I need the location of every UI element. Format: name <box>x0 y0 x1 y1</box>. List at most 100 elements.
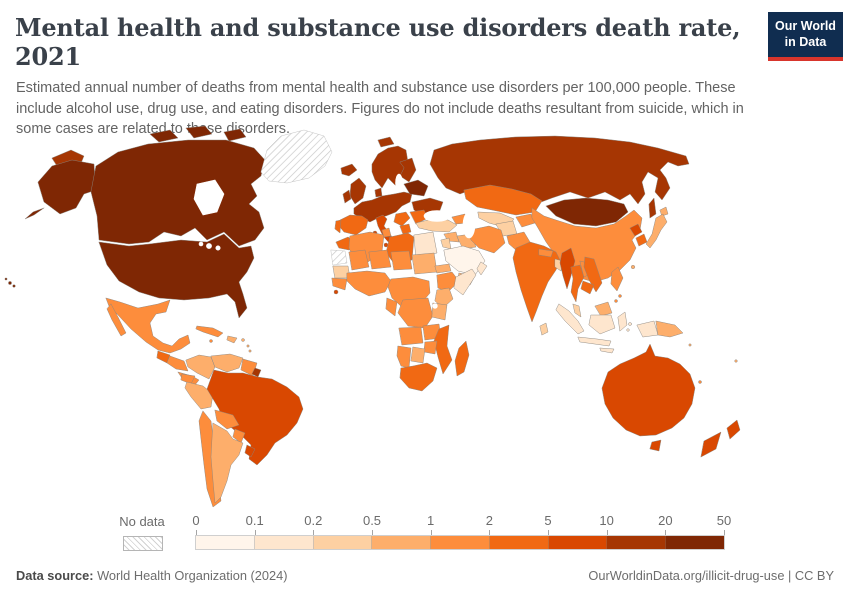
region-japan[interactable] <box>645 213 668 249</box>
region-brazil[interactable] <box>206 369 304 466</box>
region-finland[interactable] <box>399 157 417 183</box>
region-svalbard[interactable] <box>377 136 395 148</box>
region-arctic-islands[interactable] <box>223 128 247 142</box>
region-tasmania[interactable] <box>649 439 662 452</box>
region-india[interactable] <box>512 241 561 323</box>
region-eritrea-djibouti[interactable] <box>434 263 452 274</box>
region-oman[interactable] <box>476 261 488 276</box>
legend-bin[interactable] <box>548 536 608 549</box>
region-mongolia[interactable] <box>545 197 629 227</box>
region-western-sahara[interactable] <box>330 249 348 266</box>
region-philippines[interactable] <box>618 294 622 298</box>
region-vietnam[interactable] <box>583 256 603 293</box>
region-thailand[interactable] <box>570 264 585 303</box>
region-mali[interactable] <box>348 249 370 271</box>
region-south-korea[interactable] <box>635 233 648 247</box>
region-portugal[interactable] <box>334 219 342 234</box>
region-arctic-islands[interactable] <box>149 129 179 143</box>
region-venezuela[interactable] <box>210 353 244 373</box>
region-sudan[interactable] <box>411 252 438 275</box>
region-malaysia-borneo[interactable] <box>594 301 613 317</box>
region-kenya[interactable] <box>434 287 454 309</box>
region-united-kingdom[interactable] <box>349 177 367 205</box>
region-argentina[interactable] <box>210 422 244 504</box>
no-data-swatch[interactable] <box>123 536 163 551</box>
region-moluccas[interactable] <box>626 328 630 332</box>
region-alaska[interactable] <box>37 159 97 215</box>
region-nepal-bhutan[interactable] <box>538 248 554 258</box>
region-denmark[interactable] <box>374 187 383 198</box>
region-botswana[interactable] <box>410 346 426 364</box>
region-sakhalin[interactable] <box>648 197 657 219</box>
region-lesser-antilles[interactable] <box>248 349 252 353</box>
region-baja-california[interactable] <box>106 303 127 337</box>
region-balkans[interactable] <box>393 211 411 227</box>
region-west-africa[interactable] <box>346 270 392 297</box>
region-philippines[interactable] <box>614 299 618 303</box>
region-hispaniola[interactable] <box>226 335 238 344</box>
region-sulawesi[interactable] <box>617 311 628 332</box>
region-belarus-baltics[interactable] <box>403 179 429 197</box>
region-new-caledonia[interactable] <box>698 380 702 384</box>
region-north-korea[interactable] <box>629 223 643 237</box>
region-japan[interactable] <box>659 206 669 217</box>
region-philippines[interactable] <box>610 266 624 292</box>
region-hawaii[interactable] <box>4 277 8 281</box>
region-australia[interactable] <box>601 343 696 437</box>
region-sri-lanka[interactable] <box>539 322 549 336</box>
region-iceland[interactable] <box>340 163 358 177</box>
legend-bin[interactable] <box>196 536 255 549</box>
region-new-zealand-south[interactable] <box>700 431 722 458</box>
region-taiwan[interactable] <box>630 264 636 270</box>
region-angola[interactable] <box>398 326 424 346</box>
region-colombia[interactable] <box>185 354 216 380</box>
region-zimbabwe[interactable] <box>423 340 438 355</box>
region-arctic-islands[interactable] <box>185 125 213 139</box>
region-malaysia-peninsula[interactable] <box>572 303 582 318</box>
region-kalimantan[interactable] <box>588 314 616 335</box>
region-puerto-rico[interactable] <box>241 338 245 342</box>
region-drc[interactable] <box>397 297 434 329</box>
region-mexico[interactable] <box>105 297 191 354</box>
region-lesser-sunda[interactable] <box>599 347 615 354</box>
owid-logo[interactable]: Our World in Data <box>768 12 843 61</box>
region-greenland[interactable] <box>260 129 333 184</box>
region-egypt[interactable] <box>413 231 438 258</box>
region-sicily[interactable] <box>383 242 389 248</box>
region-jamaica[interactable] <box>209 339 213 343</box>
region-chad[interactable] <box>390 250 413 271</box>
region-cuba[interactable] <box>195 325 224 338</box>
legend-bins[interactable] <box>195 535 725 550</box>
region-greece[interactable] <box>399 223 412 235</box>
region-fiji[interactable] <box>734 359 738 363</box>
region-gabon-congo[interactable] <box>385 297 398 317</box>
region-south-africa[interactable] <box>399 362 438 392</box>
region-ethiopia[interactable] <box>436 271 460 293</box>
region-sierra-leone[interactable] <box>333 289 339 295</box>
legend-bin[interactable] <box>666 536 725 549</box>
region-spain[interactable] <box>338 214 369 236</box>
legend-bin[interactable] <box>254 536 314 549</box>
region-somalia[interactable] <box>453 268 477 296</box>
region-sumatra[interactable] <box>555 303 585 335</box>
region-cambodia[interactable] <box>580 280 595 295</box>
region-new-zealand-north[interactable] <box>726 419 741 440</box>
region-ireland[interactable] <box>342 189 352 204</box>
region-hawaii[interactable] <box>12 284 16 288</box>
region-niger[interactable] <box>368 249 392 270</box>
region-jordan-israel[interactable] <box>440 237 452 250</box>
region-moluccas[interactable] <box>628 322 632 326</box>
legend-bin[interactable] <box>431 536 490 549</box>
legend-bin[interactable] <box>489 536 549 549</box>
legend-bin[interactable] <box>313 536 373 549</box>
region-myanmar[interactable] <box>559 247 576 290</box>
legend-bin[interactable] <box>607 536 667 549</box>
region-java[interactable] <box>577 336 612 347</box>
region-hawaii[interactable] <box>8 281 12 285</box>
region-west-papua[interactable] <box>636 320 659 338</box>
region-namibia[interactable] <box>396 345 412 369</box>
region-papua-new-guinea[interactable] <box>655 320 684 338</box>
region-canada[interactable] <box>90 139 266 247</box>
region-bolivia[interactable] <box>214 409 240 430</box>
region-solomon-islands[interactable] <box>688 343 692 347</box>
